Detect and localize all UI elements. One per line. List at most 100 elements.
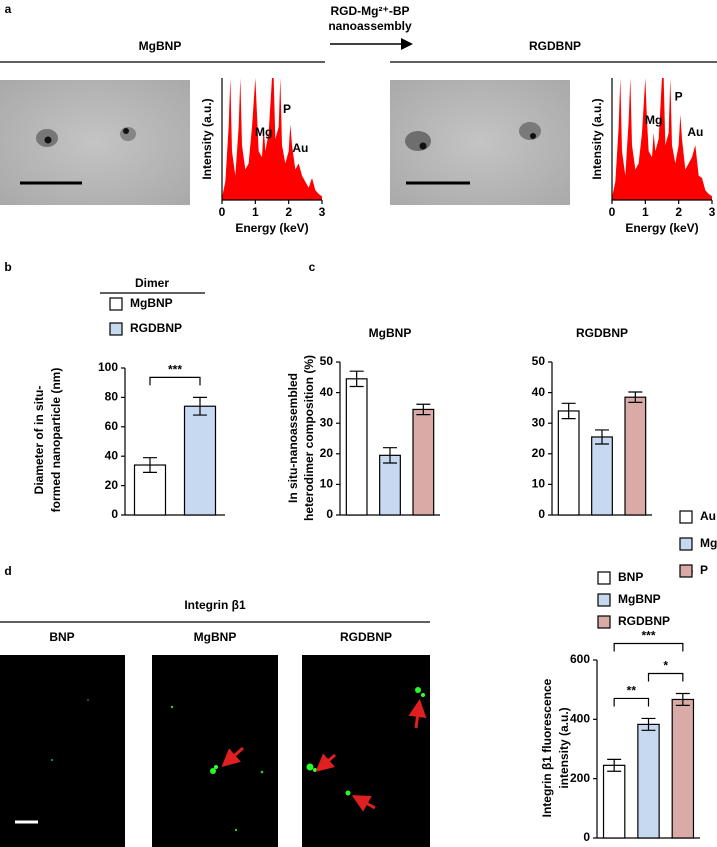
error-bar	[193, 396, 207, 416]
significance-bracket	[149, 376, 201, 386]
bar	[671, 698, 695, 839]
x-tick-label: 0	[219, 205, 226, 219]
y-tick-label: 60	[105, 419, 119, 433]
significance-bracket	[613, 642, 684, 652]
y-tick-label: 40	[532, 385, 546, 399]
x-tick-label: 3	[319, 205, 326, 219]
legend-label: Au	[700, 509, 716, 523]
significance-label: ***	[641, 629, 655, 643]
fluorescence-image	[152, 655, 278, 847]
y-axis-label: intensity (a.u.)	[557, 707, 571, 788]
legend-label: MgBNP	[130, 296, 173, 310]
bar	[591, 436, 613, 516]
legend-label: RGDBNP	[618, 614, 670, 628]
annotation: P	[283, 102, 291, 116]
group-title: MgBNP	[369, 326, 412, 340]
error-bar	[675, 692, 690, 706]
panel-header: MgBNP	[139, 39, 182, 53]
error-bar	[143, 457, 157, 473]
y-tick-label: 80	[105, 390, 119, 404]
panel-header: RGDBNP	[529, 39, 581, 53]
significance-bracket	[613, 697, 650, 707]
y-tick-label: 10	[320, 477, 334, 491]
bar	[412, 408, 435, 516]
y-tick-label: 0	[538, 507, 545, 521]
y-tick-label: 600	[570, 652, 590, 666]
x-tick-label: 3	[709, 205, 716, 219]
error-bar	[383, 447, 397, 464]
y-tick-label: 40	[320, 385, 334, 399]
annotation: P	[675, 90, 683, 104]
y-tick-label: 30	[532, 415, 546, 429]
y-tick-label: 10	[532, 477, 546, 491]
bar	[133, 464, 167, 516]
error-bar	[641, 717, 656, 731]
legend-label: MgBNP	[618, 592, 661, 606]
y-tick-label: 100	[98, 360, 118, 374]
y-axis-label: heterodimer composition (%)	[302, 355, 316, 521]
significance-label: **	[627, 684, 637, 698]
arrow-text: nanoassembly	[328, 19, 412, 33]
x-tick-label: 2	[285, 205, 292, 219]
bar	[379, 454, 401, 516]
panel-label: c	[309, 260, 316, 274]
annotation: Mg	[645, 113, 662, 127]
y-tick-label: 50	[532, 354, 546, 368]
error-bar	[349, 370, 364, 388]
annotation: Au	[687, 125, 703, 139]
y-axis-label: In situ-nanoassembled	[286, 373, 300, 503]
x-axis-label: Energy (keV)	[625, 221, 698, 235]
legend-swatch	[679, 510, 693, 524]
y-tick-label: 0	[111, 507, 118, 521]
fluorescence-image	[0, 655, 125, 847]
x-tick-label: 1	[642, 205, 649, 219]
bar	[624, 396, 647, 516]
spectrum	[222, 78, 322, 200]
x-tick-label: 2	[675, 205, 682, 219]
y-tick-label: 50	[320, 354, 334, 368]
tem-image	[0, 80, 190, 205]
legend-swatch	[597, 593, 611, 607]
y-tick-label: 200	[570, 771, 590, 785]
error-bar	[561, 402, 576, 420]
annotation: Mg	[255, 125, 272, 139]
panel-title: Integrin β1	[184, 598, 246, 612]
y-axis-label: Intensity (a.u.)	[200, 98, 214, 179]
y-tick-label: 0	[583, 830, 590, 844]
y-tick-label: 20	[320, 446, 334, 460]
significance-label: *	[663, 659, 668, 673]
legend-label: RGDBNP	[130, 321, 182, 335]
legend-swatch	[679, 564, 693, 578]
y-tick-label: 0	[326, 507, 333, 521]
legend-label: P	[700, 563, 708, 577]
bar	[557, 410, 580, 516]
x-axis-label: Energy (keV)	[235, 221, 308, 235]
y-tick-label: 400	[570, 712, 590, 726]
y-axis-label: Integrin β1 fluorescence	[540, 678, 554, 817]
bar	[637, 723, 660, 839]
y-tick-label: 20	[105, 478, 119, 492]
y-axis-label: Diameter of in situ-	[32, 386, 46, 495]
bar	[183, 405, 217, 516]
legend-swatch	[597, 571, 611, 585]
legend-label: BNP	[618, 570, 643, 584]
panel-label: a	[5, 2, 12, 16]
legend-label: Mg	[700, 536, 717, 550]
arrow-text: RGD-Mg²⁺-BP	[331, 4, 410, 18]
image-label: RGDBNP	[340, 630, 392, 644]
error-bar	[595, 429, 609, 445]
annotation: Au	[292, 141, 308, 155]
panel-label: d	[4, 564, 11, 578]
y-axis-label: formed nanoparticle (nm)	[49, 368, 63, 513]
legend-title: Dimer	[135, 276, 169, 290]
significance-label: ***	[168, 363, 182, 377]
spectrum	[612, 78, 712, 200]
legend-swatch	[109, 322, 123, 336]
image-label: BNP	[49, 630, 74, 644]
image-label: MgBNP	[194, 630, 237, 644]
tem-image	[390, 80, 570, 205]
panel-label: b	[4, 260, 11, 274]
legend-swatch	[597, 615, 611, 629]
